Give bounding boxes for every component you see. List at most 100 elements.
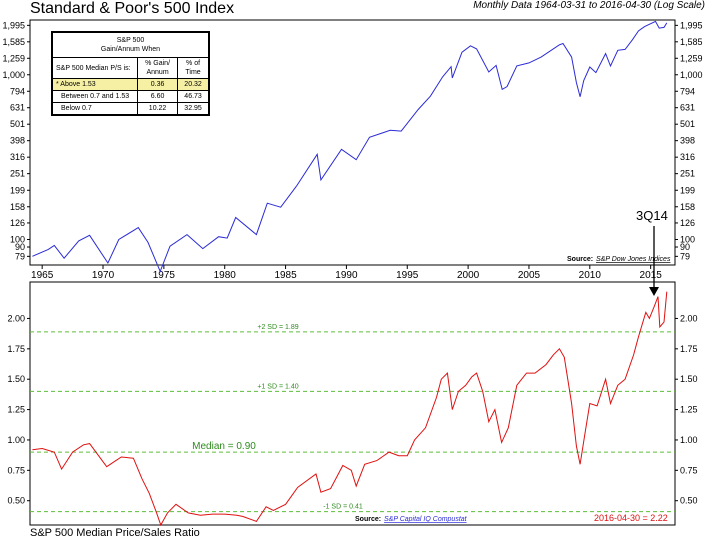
y-tick-label: 1.75 <box>7 344 25 354</box>
y-tick-label: 79 <box>15 251 25 261</box>
x-tick-label: 2015 <box>640 270 663 281</box>
y-tick-label: 1,995 <box>2 20 25 30</box>
y-tick-label: 199 <box>680 185 695 195</box>
top-series-group <box>32 20 668 273</box>
y-tick-label: 199 <box>10 185 25 195</box>
row-label: Between 0.7 and 1.53 <box>52 90 138 103</box>
x-tick-label: 1985 <box>274 270 297 281</box>
end-value-label: 2016-04-30 = 2.22 <box>594 513 668 523</box>
y-tick-label: 1,000 <box>680 70 703 80</box>
y-tick-label: 1.00 <box>7 435 25 445</box>
table-header-line2: Gain/Annum When <box>100 46 161 53</box>
y-tick-label: 126 <box>10 218 25 228</box>
annotation-arrowhead <box>649 287 659 296</box>
bottom-y-axis-left: 0.50 0.75 1.00 1.25 1.50 1.75 2.00 <box>7 313 30 506</box>
bottom-panel-frame <box>29 281 676 526</box>
col-gain-line1: % Gain/ <box>145 60 171 67</box>
row-time: 46.73 <box>177 90 209 103</box>
y-tick-label: 79 <box>680 251 690 261</box>
y-tick-label: 1,585 <box>2 37 25 47</box>
y-tick-label: 631 <box>680 103 695 113</box>
table-row: Below 0.7 10.22 32.95 <box>52 102 209 115</box>
y-tick-label: 1.50 <box>7 374 25 384</box>
y-tick-label: 316 <box>680 152 695 162</box>
y-tick-label: 1.50 <box>680 374 698 384</box>
x-tick-label: 2000 <box>457 270 480 281</box>
y-tick-label: 794 <box>10 86 25 96</box>
x-tick-label: 1980 <box>214 270 237 281</box>
y-tick-label: 1,995 <box>680 20 703 30</box>
chart-subtitle: Monthly Data 1964-03-31 to 2016-04-30 (L… <box>473 0 705 11</box>
bottom-y-axis-right: 0.50 0.75 1.00 1.25 1.50 1.75 2.00 <box>675 313 698 506</box>
bottom-chart-title: S&P 500 Median Price/Sales Ratio <box>30 527 200 539</box>
x-tick-label: 2010 <box>579 270 602 281</box>
top-x-axis: 1965 1970 1975 1980 1985 1990 1995 2000 2005 2010… <box>31 265 662 281</box>
x-tick-label: 1990 <box>335 270 358 281</box>
row-label: Below 0.7 <box>52 102 138 115</box>
y-tick-label: 1.00 <box>680 435 698 445</box>
y-tick-label: 1.25 <box>680 405 698 415</box>
reference-lines: +2 SD = 1.89 +1 SD = 1.40 Median = 0.90 -1 … <box>30 324 675 513</box>
y-tick-label: 501 <box>10 119 25 129</box>
y-tick-label: 398 <box>680 136 695 146</box>
col-label-time: % of Time <box>177 57 209 79</box>
col-gain-line2: Annum <box>146 69 169 76</box>
y-tick-label: 501 <box>680 119 695 129</box>
x-tick-label: 1975 <box>153 270 176 281</box>
col-label-condition: S&P 500 Median P/S is: <box>52 57 138 79</box>
bottom-source-label: Source: <box>355 516 381 523</box>
chart-title: Standard & Poor's 500 Index <box>30 0 235 17</box>
reference-line-label: +2 SD = 1.89 <box>257 324 298 331</box>
row-gain: 10.22 <box>136 102 179 115</box>
table-row: Between 0.7 and 1.53 6.60 46.73 <box>52 90 209 103</box>
top-panel-frame <box>29 19 676 266</box>
y-tick-label: 1,259 <box>2 53 25 63</box>
top-source-label: Source: <box>567 256 593 263</box>
y-tick-label: 90 <box>15 242 25 252</box>
y-tick-label: 0.75 <box>7 465 25 475</box>
y-tick-label: 251 <box>680 169 695 179</box>
col-time-line2: Time <box>185 69 201 76</box>
y-tick-label: 0.50 <box>7 496 25 506</box>
y-tick-label: 158 <box>10 202 25 212</box>
top-source: S&P Dow Jones Indices <box>596 256 671 263</box>
y-tick-label: 1,000 <box>2 70 25 80</box>
y-tick-label: 158 <box>680 202 695 212</box>
reference-line-label: Median = 0.90 <box>192 441 256 452</box>
row-time: 20.32 <box>177 78 209 91</box>
y-tick-label: 631 <box>10 103 25 113</box>
sp500-index-line <box>32 20 668 273</box>
y-tick-label: 1.25 <box>7 405 25 415</box>
y-tick-label: 398 <box>10 136 25 146</box>
row-gain: 6.60 <box>136 90 179 103</box>
y-tick-label: 1,585 <box>680 37 703 47</box>
y-tick-label: 90 <box>680 242 690 252</box>
y-tick-label: 0.50 <box>680 496 698 506</box>
row-gain: 0.36 <box>136 78 179 91</box>
bottom-series-group <box>32 291 668 527</box>
y-tick-label: 2.00 <box>680 313 698 323</box>
price-sales-ratio-line <box>32 291 668 527</box>
annotation-3q14: 3Q14 <box>636 208 668 223</box>
y-tick-label: 1,259 <box>680 53 703 63</box>
y-tick-label: 1.75 <box>680 344 698 354</box>
y-tick-label: 100 <box>10 234 25 244</box>
y-tick-label: 2.00 <box>7 313 25 323</box>
y-tick-label: 0.75 <box>680 465 698 475</box>
y-tick-label: 126 <box>680 218 695 228</box>
table-header: S&P 500 Gain/Annum When <box>52 32 209 58</box>
x-tick-label: 1965 <box>31 270 54 281</box>
x-tick-label: 1970 <box>92 270 115 281</box>
x-tick-label: 2005 <box>518 270 541 281</box>
y-tick-label: 251 <box>10 169 25 179</box>
bottom-source: S&P Capital IQ Compustat <box>384 516 468 523</box>
row-label: * Above 1.53 <box>52 78 138 91</box>
y-tick-label: 316 <box>10 152 25 162</box>
row-time: 32.95 <box>177 102 209 115</box>
table-header-line1: S&P 500 <box>116 37 145 44</box>
col-time-line1: % of <box>186 60 201 67</box>
x-tick-label: 1995 <box>396 270 419 281</box>
